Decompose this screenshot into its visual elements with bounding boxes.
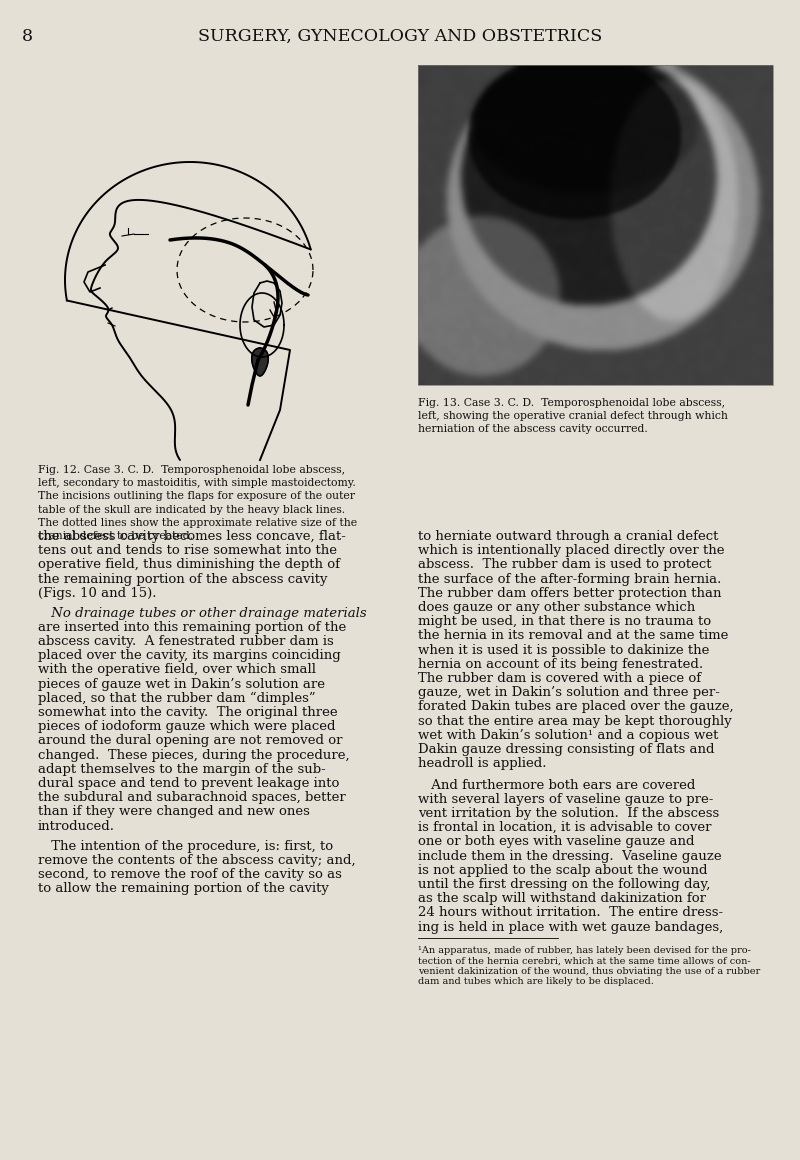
Text: the hernia in its removal and at the same time: the hernia in its removal and at the sam… — [418, 630, 728, 643]
Text: dam and tubes which are likely to be displaced.: dam and tubes which are likely to be dis… — [418, 977, 654, 986]
Text: the surface of the after-forming brain hernia.: the surface of the after-forming brain h… — [418, 573, 722, 586]
Text: to allow the remaining portion of the cavity: to allow the remaining portion of the ca… — [38, 882, 329, 896]
Text: No drainage tubes or other drainage materials: No drainage tubes or other drainage mate… — [38, 607, 366, 619]
Text: abscess.  The rubber dam is used to protect: abscess. The rubber dam is used to prote… — [418, 558, 711, 572]
Text: 24 hours without irritation.  The entire dress-: 24 hours without irritation. The entire … — [418, 906, 723, 920]
Text: until the first dressing on the following day,: until the first dressing on the followin… — [418, 878, 710, 891]
Text: venient dakinization of the wound, thus obviating the use of a rubber: venient dakinization of the wound, thus … — [418, 966, 760, 976]
Text: around the dural opening are not removed or: around the dural opening are not removed… — [38, 734, 342, 747]
Text: vent irritation by the solution.  If the abscess: vent irritation by the solution. If the … — [418, 807, 719, 820]
Text: hernia on account of its being fenestrated.: hernia on account of its being fenestrat… — [418, 658, 703, 670]
Text: is frontal in location, it is advisable to cover: is frontal in location, it is advisable … — [418, 821, 711, 834]
Text: does gauze or any other substance which: does gauze or any other substance which — [418, 601, 695, 614]
Text: than if they were changed and new ones: than if they were changed and new ones — [38, 805, 310, 819]
Text: Fig. 12. Case 3. C. D.  Temporosphenoidal lobe abscess,
left, secondary to masto: Fig. 12. Case 3. C. D. Temporosphenoidal… — [38, 465, 357, 541]
Text: the abscess cavity becomes less concave, flat-: the abscess cavity becomes less concave,… — [38, 530, 346, 543]
Bar — [418, 65, 773, 385]
Text: as the scalp will withstand dakinization for: as the scalp will withstand dakinization… — [418, 892, 706, 905]
Text: Fig. 13. Case 3. C. D.  Temporosphenoidal lobe abscess,
left, showing the operat: Fig. 13. Case 3. C. D. Temporosphenoidal… — [418, 398, 728, 434]
Text: operative field, thus diminishing the depth of: operative field, thus diminishing the de… — [38, 558, 340, 572]
Text: The rubber dam offers better protection than: The rubber dam offers better protection … — [418, 587, 722, 600]
Text: abscess cavity.  A fenestrated rubber dam is: abscess cavity. A fenestrated rubber dam… — [38, 635, 334, 648]
Text: pieces of iodoform gauze which were placed: pieces of iodoform gauze which were plac… — [38, 720, 335, 733]
Text: (Figs. 10 and 15).: (Figs. 10 and 15). — [38, 587, 157, 600]
Text: tens out and tends to rise somewhat into the: tens out and tends to rise somewhat into… — [38, 544, 337, 557]
Text: with several layers of vaseline gauze to pre-: with several layers of vaseline gauze to… — [418, 792, 714, 806]
Polygon shape — [252, 348, 268, 376]
Text: introduced.: introduced. — [38, 820, 115, 833]
Text: 8: 8 — [22, 28, 33, 45]
Text: which is intentionally placed directly over the: which is intentionally placed directly o… — [418, 544, 725, 557]
Text: with the operative field, over which small: with the operative field, over which sma… — [38, 664, 316, 676]
Text: gauze, wet in Dakin’s solution and three per-: gauze, wet in Dakin’s solution and three… — [418, 687, 720, 699]
Text: wet with Dakin’s solution¹ and a copious wet: wet with Dakin’s solution¹ and a copious… — [418, 728, 718, 741]
Text: one or both eyes with vaseline gauze and: one or both eyes with vaseline gauze and — [418, 835, 694, 848]
Text: are inserted into this remaining portion of the: are inserted into this remaining portion… — [38, 621, 346, 633]
Text: is not applied to the scalp about the wound: is not applied to the scalp about the wo… — [418, 864, 707, 877]
Text: the remaining portion of the abscess cavity: the remaining portion of the abscess cav… — [38, 573, 327, 586]
Text: second, to remove the roof of the cavity so as: second, to remove the roof of the cavity… — [38, 868, 342, 880]
Text: when it is used it is possible to dakinize the: when it is used it is possible to dakini… — [418, 644, 710, 657]
Text: Dakin gauze dressing consisting of flats and: Dakin gauze dressing consisting of flats… — [418, 744, 714, 756]
Text: somewhat into the cavity.  The original three: somewhat into the cavity. The original t… — [38, 706, 338, 719]
Text: to herniate outward through a cranial defect: to herniate outward through a cranial de… — [418, 530, 718, 543]
Text: ing is held in place with wet gauze bandages,: ing is held in place with wet gauze band… — [418, 921, 723, 934]
Text: SURGERY, GYNECOLOGY AND OBSTETRICS: SURGERY, GYNECOLOGY AND OBSTETRICS — [198, 28, 602, 45]
Text: headroll is applied.: headroll is applied. — [418, 757, 546, 770]
Text: ¹An apparatus, made of rubber, has lately been devised for the pro-: ¹An apparatus, made of rubber, has latel… — [418, 945, 751, 955]
Text: changed.  These pieces, during the procedure,: changed. These pieces, during the proced… — [38, 748, 350, 762]
Text: tection of the hernia cerebri, which at the same time allows of con-: tection of the hernia cerebri, which at … — [418, 956, 750, 965]
Text: dural space and tend to prevent leakage into: dural space and tend to prevent leakage … — [38, 777, 339, 790]
Text: The rubber dam is covered with a piece of: The rubber dam is covered with a piece o… — [418, 672, 701, 686]
Text: might be used, in that there is no trauma to: might be used, in that there is no traum… — [418, 615, 711, 629]
Text: forated Dakin tubes are placed over the gauze,: forated Dakin tubes are placed over the … — [418, 701, 734, 713]
Text: placed over the cavity, its margins coinciding: placed over the cavity, its margins coin… — [38, 650, 341, 662]
Text: remove the contents of the abscess cavity; and,: remove the contents of the abscess cavit… — [38, 854, 356, 867]
Text: adapt themselves to the margin of the sub-: adapt themselves to the margin of the su… — [38, 763, 326, 776]
Text: The intention of the procedure, is: first, to: The intention of the procedure, is: firs… — [38, 840, 333, 853]
Text: include them in the dressing.  Vaseline gauze: include them in the dressing. Vaseline g… — [418, 849, 722, 863]
Text: placed, so that the rubber dam “dimples”: placed, so that the rubber dam “dimples” — [38, 691, 316, 705]
Text: And furthermore both ears are covered: And furthermore both ears are covered — [418, 778, 695, 791]
Text: pieces of gauze wet in Dakin’s solution are: pieces of gauze wet in Dakin’s solution … — [38, 677, 325, 690]
Text: the subdural and subarachnoid spaces, better: the subdural and subarachnoid spaces, be… — [38, 791, 346, 804]
Text: so that the entire area may be kept thoroughly: so that the entire area may be kept thor… — [418, 715, 732, 727]
